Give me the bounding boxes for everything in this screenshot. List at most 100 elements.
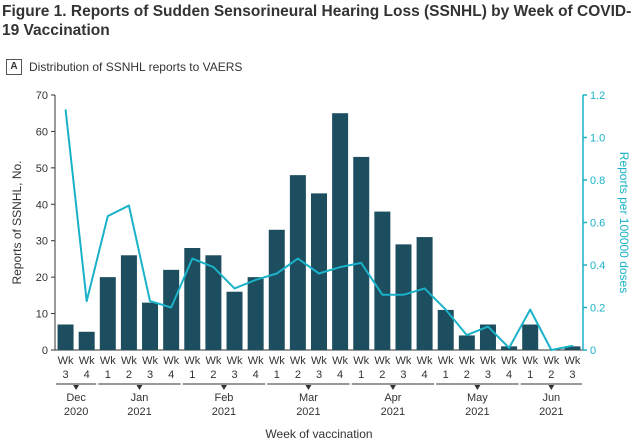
month-label: Feb [214,392,233,404]
month-label: Apr [384,392,401,404]
bar-week-13 [311,193,327,350]
rate-point-week-24 [550,349,553,351]
y-tick-label: 10 [36,309,48,321]
month-label: Jan [131,392,149,404]
x-tick-wk: Wk [311,355,327,367]
rate-point-week-2 [85,300,88,302]
rate-point-week-10 [254,279,257,281]
x-tick-number: 1 [527,369,533,381]
rate-point-week-12 [297,257,299,260]
month-pointer [305,385,312,390]
y-tick-label: 40 [36,199,48,211]
x-tick-number: 1 [189,369,195,381]
x-tick-number: 2 [295,369,301,381]
bar-week-9 [226,291,243,350]
x-tick-number: 4 [253,369,259,381]
x-tick-number: 3 [147,369,153,381]
rate-point-week-18 [423,287,426,290]
x-tick-wk: Wk [459,355,475,367]
bar-week-17 [395,244,412,350]
bar-week-20 [458,335,475,350]
rate-point-week-22 [508,347,510,349]
x-tick-number: 2 [379,369,385,381]
year-label: 2020 [64,406,88,418]
rate-point-week-3 [107,215,109,217]
x-tick-number: 3 [400,369,406,381]
bar-week-5 [142,302,159,350]
x-tick-number: 4 [337,369,343,381]
bar-week-1 [57,324,74,350]
y2-tick-label: 0.2 [590,303,605,315]
year-label: 2021 [539,406,563,418]
x-tick-number: 4 [506,369,512,381]
x-tick-wk: Wk [417,355,433,367]
bar-week-19 [437,309,454,350]
y-tick-label: 30 [36,236,48,248]
x-tick-number: 2 [548,369,554,381]
x-tick-wk: Wk [163,355,179,367]
x-tick-number: 2 [464,369,470,381]
bar-week-18 [416,237,433,350]
x-tick-wk: Wk [396,355,412,367]
rate-point-week-15 [360,262,363,264]
rate-point-week-13 [318,272,320,275]
x-tick-wk: Wk [142,355,158,367]
rate-point-week-16 [381,293,384,296]
x-axis-title: Week of vaccination [265,427,372,441]
year-label: 2021 [465,406,489,418]
x-tick-number: 3 [231,369,237,381]
y-tick-label: 50 [36,163,48,175]
rate-point-week-1 [64,109,67,111]
bar-week-14 [332,113,349,350]
x-tick-number: 4 [84,369,90,381]
y2-tick-label: 1.0 [590,133,605,145]
y-axis-title: Reports of SSNHL, No. [10,160,24,284]
month-pointer [136,385,143,390]
y-tick-label: 0 [42,345,48,357]
bar-week-15 [353,156,370,350]
x-tick-number: 2 [210,369,216,381]
x-tick-number: 3 [62,369,68,381]
year-label: 2021 [212,406,236,418]
x-tick-wk: Wk [501,355,517,367]
panel-letter: A [6,59,22,75]
rate-point-week-23 [529,308,531,311]
bar-week-7 [184,248,201,350]
panel-label: A Distribution of SSNHL reports to VAERS [6,59,242,75]
bar-week-2 [78,331,95,350]
x-tick-wk: Wk [269,355,285,367]
x-tick-number: 2 [126,369,132,381]
figure-title: Figure 1. Reports of Sudden Sensorineura… [2,3,632,39]
y2-tick-label: 0.8 [590,175,605,187]
bar-week-25 [564,346,581,350]
bar-week-10 [247,277,264,350]
month-pointer [73,385,80,390]
bar-week-3 [99,277,116,350]
month-pointer [474,385,481,390]
x-tick-number: 1 [358,369,364,381]
month-label: May [467,392,488,404]
x-tick-wk: Wk [100,355,116,367]
x-tick-number: 3 [316,369,322,381]
y2-tick-label: 0.4 [590,260,605,272]
x-tick-number: 1 [443,369,449,381]
x-tick-wk: Wk [374,355,390,367]
month-pointer [548,385,555,390]
x-tick-number: 3 [569,369,575,381]
x-tick-wk: Wk [480,355,496,367]
x-tick-wk: Wk [353,355,369,367]
year-label: 2021 [381,406,405,418]
month-label: Mar [299,392,318,404]
x-tick-number: 1 [274,369,280,381]
x-tick-wk: Wk [290,355,306,367]
year-label: 2021 [127,406,151,418]
month-pointer [220,385,227,390]
rate-point-week-25 [571,344,574,347]
month-pointer [389,385,396,390]
month-label: Jun [542,392,560,404]
y-tick-label: 60 [36,126,48,138]
panel-title: Distribution of SSNHL reports to VAERS [29,60,243,74]
x-tick-wk: Wk [121,355,137,367]
x-tick-wk: Wk [564,355,580,367]
